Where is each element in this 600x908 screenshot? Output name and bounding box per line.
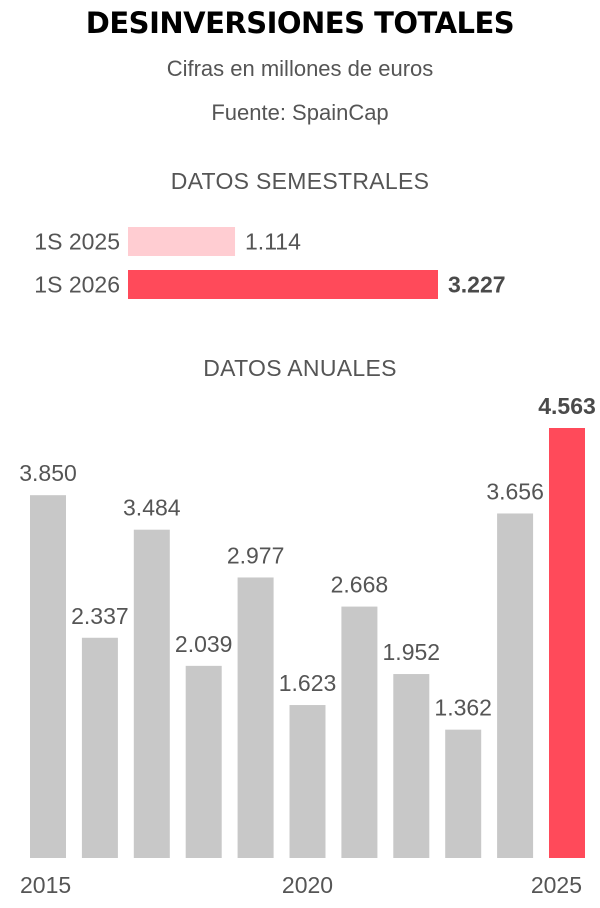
annual-bar	[393, 674, 430, 858]
semestral-category-label: 1S 2026	[34, 272, 120, 298]
annual-bar	[341, 606, 378, 858]
annual-bar	[289, 705, 326, 858]
annual-value-label: 1.952	[383, 639, 441, 665]
annual-value-label: 3.850	[19, 460, 77, 486]
chart-subtitle: Cifras en millones de euros	[166, 56, 434, 81]
annual-value-label: 2.668	[331, 572, 389, 598]
semestral-category-label: 1S 2025	[34, 229, 120, 255]
annual-value-label: 2.337	[71, 603, 129, 629]
annual-value-label: 2.977	[227, 542, 285, 568]
annual-value-label: 1.362	[434, 695, 492, 721]
annual-value-label: 2.039	[175, 631, 233, 657]
annual-bar	[81, 637, 118, 858]
annual-bar	[133, 529, 170, 858]
semestral-value-label: 3.227	[448, 272, 506, 298]
x-tick-label: 2025	[531, 872, 582, 898]
annual-value-label: 3.656	[486, 478, 544, 504]
chart-title: DESINVERSIONES TOTALES	[85, 6, 515, 40]
annual-bar	[30, 495, 66, 858]
chart-source: Fuente: SpainCap	[211, 100, 389, 125]
annual-value-label: 4.563	[538, 393, 596, 419]
annual-value-label: 3.484	[123, 495, 181, 521]
annual-section-title: DATOS ANUALES	[203, 355, 397, 381]
semestral-section-title: DATOS SEMESTRALES	[170, 168, 430, 194]
annual-bar	[237, 577, 274, 858]
semestral-value-label: 1.114	[245, 229, 301, 255]
x-tick-label: 2015	[20, 872, 71, 898]
x-tick-label: 2020	[282, 872, 333, 898]
annual-bar	[185, 665, 222, 858]
annual-bar	[445, 729, 482, 858]
semestral-bar	[128, 270, 438, 299]
annual-value-label: 1.623	[279, 670, 337, 696]
semestral-bar	[128, 227, 236, 256]
annual-bar	[497, 513, 534, 858]
annual-bar	[549, 428, 585, 858]
